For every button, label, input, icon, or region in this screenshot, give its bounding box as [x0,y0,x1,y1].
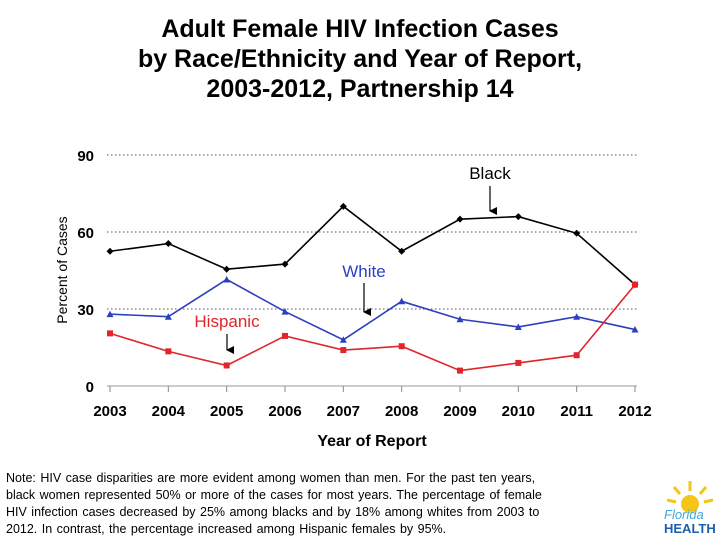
series-line-white [109,278,636,341]
x-tick-label: 2008 [385,403,418,420]
data-point-black [573,229,581,237]
data-point-hispanic [515,359,522,366]
y-tick-label: 60 [77,225,94,242]
x-tick-label: 2003 [93,403,126,420]
title-line-2: by Race/Ethnicity and Year of Report, [137,45,583,73]
chart-note: Note: HIV case disparities are more evid… [6,471,542,536]
series-label-hispanic: Hispanic [194,312,260,331]
series-line-black [109,205,636,286]
data-point-white [223,275,231,283]
data-point-white [164,313,172,320]
data-point-black [398,247,406,255]
y-tick-label: 0 [86,379,94,396]
data-point-white [281,308,289,315]
data-point-hispanic [165,348,172,355]
chart-title: Adult Female HIV Infection Cases by Race… [80,14,640,104]
x-tick-label: 2007 [327,403,360,420]
title-line-1: Adult Female HIV Infection Cases [161,15,559,43]
data-point-black [106,247,114,255]
line-chart: 0 30 60 90 2003 2004 2005 2006 2007 2008 2009 2010 2… [54,148,652,450]
data-point-hispanic [223,362,230,369]
data-point-hispanic [632,281,638,288]
data-point-white [631,326,639,333]
florida-health-logo: Florida HEALTH [660,478,718,538]
data-point-hispanic [340,347,347,354]
data-point-white [398,297,406,305]
title-line-3: 2003-2012, Partnership 14 [206,75,514,103]
data-point-black [339,202,347,210]
sun-icon [666,481,714,513]
data-point-black [223,265,231,273]
data-point-black [514,213,522,221]
data-point-white [514,323,522,330]
data-point-black [281,260,289,268]
series-label-black: Black [469,164,511,183]
data-point-black [164,240,172,248]
data-point-hispanic [573,352,580,359]
data-point-hispanic [398,343,405,350]
x-tick-label: 2004 [152,403,186,420]
x-tick-label: 2010 [502,403,535,420]
x-tick-label: 2012 [618,403,651,420]
logo-text-florida: Florida [664,507,704,522]
y-axis-label: Percent of Cases [54,216,70,323]
y-tick-label: 90 [77,148,94,165]
data-point-hispanic [457,367,463,374]
x-tick-label: 2011 [560,403,593,420]
data-point-hispanic [282,332,288,339]
logo-text-health: HEALTH [664,521,716,536]
series-label-white: White [342,262,385,281]
x-tick-label: 2006 [268,403,301,420]
y-tick-label: 30 [77,302,94,319]
data-point-white [573,313,581,320]
data-point-white [106,310,114,318]
x-axis-label: Year of Report [317,433,427,450]
x-tick-label: 2005 [210,403,243,420]
x-tick-label: 2009 [443,403,476,420]
data-point-white [339,336,347,343]
data-point-black [456,215,464,223]
series-line-hispanic [109,284,636,372]
data-point-white [456,315,464,323]
data-point-hispanic [107,330,113,337]
